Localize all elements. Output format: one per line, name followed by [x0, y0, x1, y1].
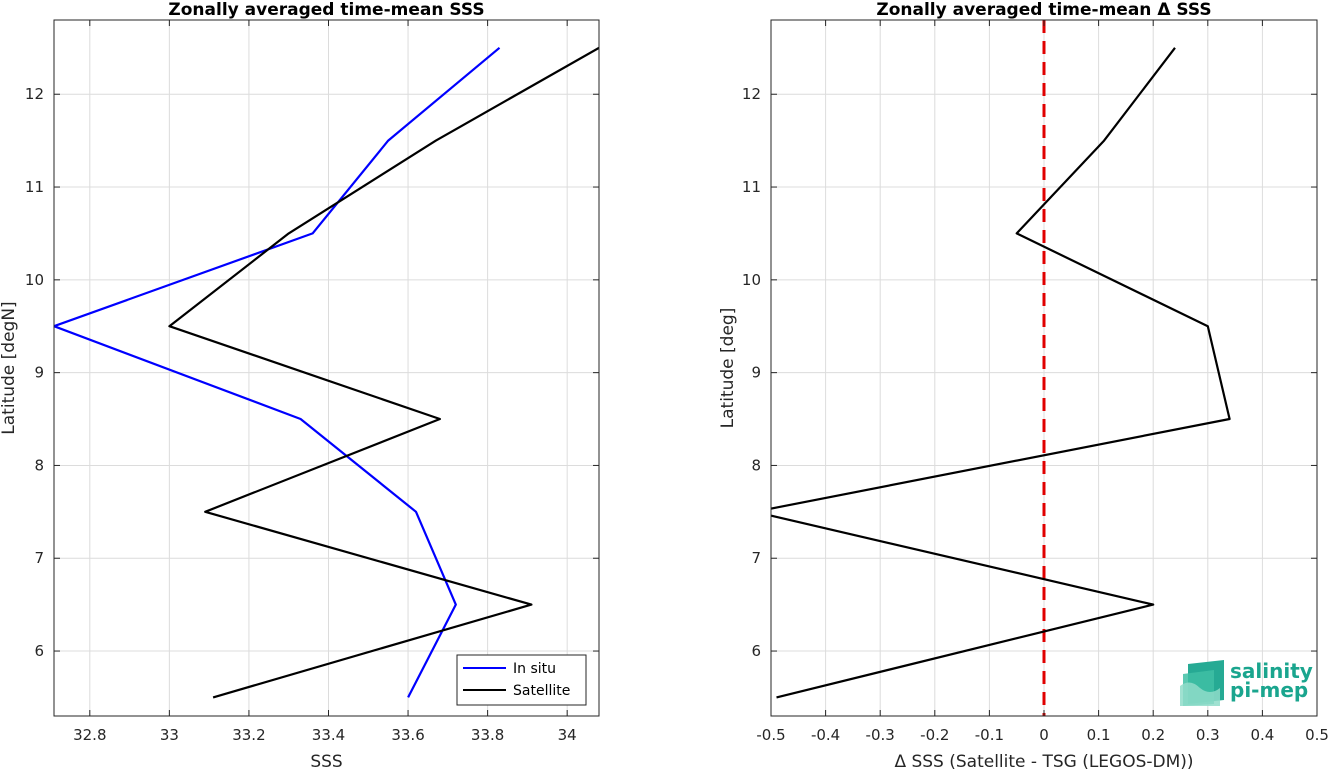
x-tick-label: -0.2: [920, 726, 949, 744]
series-line-satellite: [168, 46, 599, 699]
y-tick-label: 8: [34, 456, 44, 474]
legend-label-satellite: Satellite: [513, 683, 570, 699]
x-tick-label: -0.4: [811, 726, 840, 744]
sss-panel: 32.8 33 33.2 33.4 33.6 33.8 34 6 7 8 9 10 11 12 Zonal…: [0, 0, 600, 769]
delta-sss-panel: -0.5 -0.4 -0.3 -0.2 -0.1 0 0.1 0.2 0.3 0.4 0.5 6 7 8 9…: [718, 0, 1329, 769]
logo-text-line1: salinity: [1230, 659, 1313, 683]
logo-waves-icon: [1180, 660, 1224, 706]
x-axis-label: Δ SSS (Satellite - TSG (LEGOS-DM)): [894, 752, 1193, 769]
x-tick-label: 0: [1039, 726, 1049, 744]
x-tick-label: 33: [160, 726, 179, 744]
y-tick-label: 11: [25, 178, 44, 196]
x-tick-label: -0.3: [866, 726, 895, 744]
legend-box: [456, 654, 587, 706]
x-tick-label: -0.5: [756, 726, 785, 744]
x-tick-label: -0.1: [975, 726, 1004, 744]
y-axis-label: Latitude [degN]: [0, 301, 19, 434]
x-tick-label: 33.4: [312, 726, 345, 744]
y-tick-label: 7: [751, 549, 761, 567]
x-tick-label: 0.2: [1141, 726, 1165, 744]
logo-text-line2: pi-mep: [1230, 678, 1308, 702]
y-tick-label: 9: [751, 364, 761, 382]
series-line-in-situ: [54, 46, 501, 698]
grid: [54, 20, 599, 716]
ticks: 32.8 33 33.2 33.4 33.6 33.8 34 6 7 8 9 10 11 12: [25, 20, 599, 744]
chart-title: Zonally averaged time-mean SSS: [168, 0, 484, 20]
y-tick-label: 6: [34, 642, 44, 660]
y-tick-label: 7: [34, 549, 44, 567]
x-tick-label: 33.8: [471, 726, 504, 744]
series-layer: [54, 46, 599, 699]
ticks: -0.5 -0.4 -0.3 -0.2 -0.1 0 0.1 0.2 0.3 0.4 0.5 6 7 8 9…: [742, 20, 1329, 744]
plot-area: [54, 20, 599, 716]
x-tick-label: 0.1: [1087, 726, 1111, 744]
x-tick-label: 33.6: [391, 726, 424, 744]
x-tick-label: 0.5: [1305, 726, 1329, 744]
x-tick-label: 32.8: [73, 726, 106, 744]
y-tick-label: 11: [742, 178, 761, 196]
y-tick-label: 12: [25, 85, 44, 103]
y-tick-label: 6: [751, 642, 761, 660]
y-tick-label: 9: [34, 364, 44, 382]
legend-label-insitu: In situ: [513, 661, 556, 677]
y-axis-label: Latitude [deg]: [718, 308, 738, 429]
legend: In situ Satellite: [456, 654, 587, 706]
x-tick-label: 0.3: [1196, 726, 1220, 744]
series-line-delta-sss: [771, 47, 1231, 699]
y-tick-label: 10: [25, 271, 44, 289]
x-tick-label: 0.4: [1250, 726, 1274, 744]
axes-box: [53, 19, 600, 717]
series-layer: [771, 20, 1231, 716]
x-tick-label: 34: [558, 726, 577, 744]
y-tick-label: 12: [742, 85, 761, 103]
y-tick-label: 10: [742, 271, 761, 289]
x-axis-label: SSS: [310, 752, 342, 769]
chart-title: Zonally averaged time-mean Δ SSS: [876, 0, 1211, 20]
y-tick-label: 8: [751, 456, 761, 474]
salinity-pi-mep-logo: salinity pi-mep: [1180, 659, 1313, 706]
x-tick-label: 33.2: [232, 726, 265, 744]
